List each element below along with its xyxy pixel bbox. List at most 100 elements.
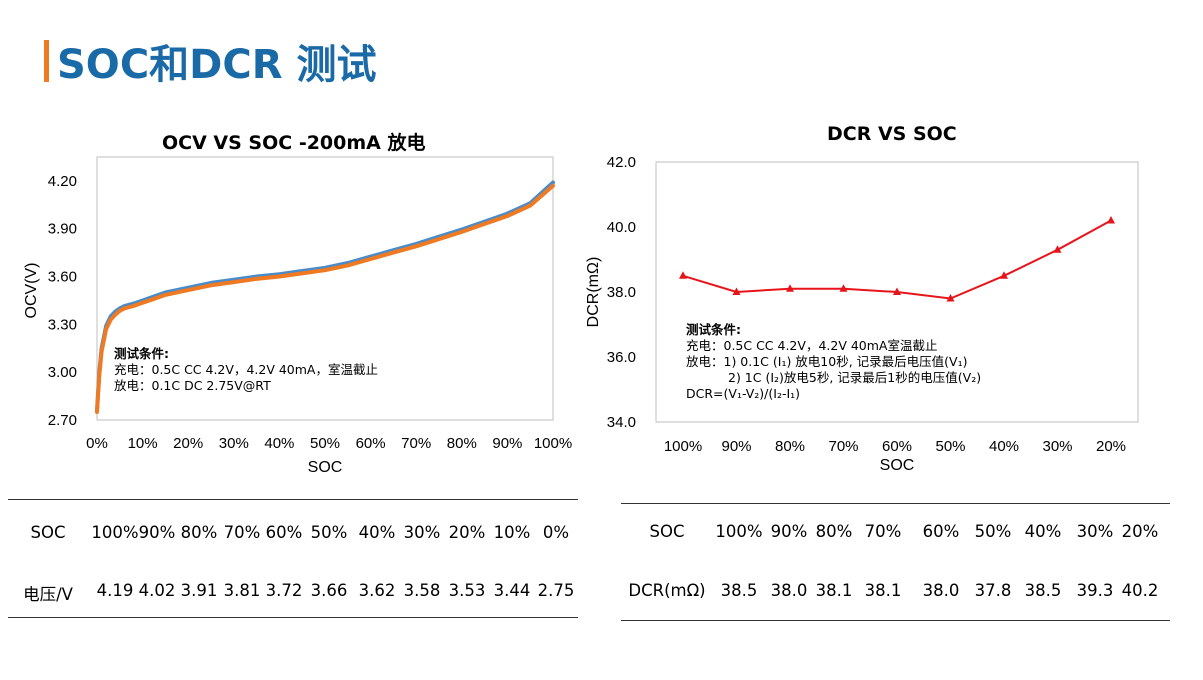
soc-dcr-table: SOC 100% 90% 80% 70% 60% 50% 40% 30% 20% DCR(mΩ) 38… <box>621 503 1170 621</box>
right-table-soc-cell: 40% <box>1024 522 1062 541</box>
ocv-conditions-charge: 充电：0.5C CC 4.2V，4.2V 40mA，室温截止 <box>114 362 378 377</box>
left-table-soc-cell: 40% <box>358 523 396 542</box>
right-table-value-cell: 40.2 <box>1121 581 1159 600</box>
dcr-data-point <box>1053 245 1062 253</box>
right-table-value-cell: 38.5 <box>720 581 758 600</box>
right-table-value-cell: DCR(mΩ) <box>628 581 706 600</box>
right-table-value-cell: 39.3 <box>1076 581 1114 600</box>
right-table-soc-cell: 50% <box>974 522 1012 541</box>
left-table-value-cell: 3.91 <box>180 581 218 600</box>
ocv-test-conditions: 测试条件: 充电：0.5C CC 4.2V，4.2V 40mA，室温截止 放电：… <box>114 346 378 394</box>
dcr-x-tick-label: 20% <box>1096 438 1126 455</box>
left-table-value-cell: 4.19 <box>96 581 134 600</box>
dcr-series-line <box>682 219 1112 300</box>
dcr-x-tick-label: 30% <box>1042 438 1072 455</box>
ocv-x-tick-label: 60% <box>356 435 386 452</box>
right-table-value-cell: 38.1 <box>815 581 853 600</box>
ocv-x-tick-label: 50% <box>310 435 340 452</box>
ocv-y-tick-label: 3.00 <box>48 364 77 381</box>
dcr-conditions-discharge-2: 2) 1C (I₂)放电5秒, 记录最后1秒的电压值(V₂) <box>728 370 982 385</box>
dcr-data-point <box>946 294 955 302</box>
dcr-data-point <box>1000 271 1008 279</box>
left-table-value-cell: 4.02 <box>138 581 176 600</box>
ocv-chart-title: OCV VS SOC -200mA 放电 <box>162 132 426 154</box>
ocv-x-tick-label: 30% <box>219 435 249 452</box>
ocv-x-tick-label: 90% <box>492 435 522 452</box>
dcr-x-axis-label: SOC <box>880 457 915 474</box>
left-table-value-cell: 3.62 <box>358 581 396 600</box>
left-table-value-cell: 3.44 <box>493 581 531 600</box>
right-table-value-cell: 38.1 <box>864 581 902 600</box>
left-table-value-cell: 2.75 <box>537 581 575 600</box>
dcr-conditions-charge: 充电：0.5C CC 4.2V，4.2V 40mA室温截止 <box>686 338 938 353</box>
dcr-test-conditions: 测试条件: 充电：0.5C CC 4.2V，4.2V 40mA室温截止 放电：1… <box>686 322 981 402</box>
dcr-conditions-header: 测试条件: <box>686 322 741 337</box>
ocv-x-tick-label: 80% <box>447 435 477 452</box>
dcr-conditions-formula: DCR=(V₁-V₂)/(I₂-I₁) <box>686 386 801 401</box>
dcr-data-point <box>732 287 741 295</box>
dcr-chart-title: DCR VS SOC <box>827 123 957 145</box>
right-table-value-cell: 38.0 <box>922 581 960 600</box>
left-table-soc-cell: 50% <box>310 523 348 542</box>
page-title: SOC和DCR 测试 <box>57 42 377 88</box>
left-table-soc-cell: SOC <box>30 523 66 542</box>
left-table-soc-cell: 100% <box>91 523 139 542</box>
dcr-y-tick-label: 42.0 <box>607 154 636 171</box>
dcr-x-tick-label: 100% <box>664 438 702 455</box>
dcr-y-axis-label: DCR(mΩ) <box>585 257 602 328</box>
left-table-soc-cell: 90% <box>138 523 176 542</box>
left-table-soc-cell: 70% <box>223 523 261 542</box>
ocv-series-line-1 <box>95 180 555 413</box>
left-table-value-cell: 3.66 <box>310 581 348 600</box>
ocv-y-tick-label: 3.90 <box>48 221 77 238</box>
left-table-soc-cell: 0% <box>542 523 570 542</box>
ocv-y-tick-label: 4.20 <box>48 173 77 190</box>
ocv-plot-area <box>96 156 554 421</box>
ocv-y-tick-label: 2.70 <box>48 412 77 429</box>
dcr-x-tick-label: 70% <box>828 438 858 455</box>
dcr-x-tick-label: 60% <box>882 438 912 455</box>
right-table-soc-cell: 30% <box>1076 522 1114 541</box>
dcr-data-point <box>679 271 687 279</box>
dcr-conditions-discharge-1: 放电：1) 0.1C (I₁) 放电10秒, 记录最后电压值(V₁) <box>686 354 968 369</box>
left-table-soc-cell: 10% <box>493 523 531 542</box>
ocv-series-line-2 <box>95 183 555 414</box>
ocv-x-tick-label: 20% <box>173 435 203 452</box>
left-table-value-cell: 3.72 <box>265 581 303 600</box>
dcr-data-point <box>1107 216 1115 224</box>
left-table-soc-cell: 20% <box>448 523 486 542</box>
ocv-x-tick-label: 40% <box>264 435 294 452</box>
ocv-y-tick-label: 3.60 <box>48 269 77 286</box>
right-table-value-cell: 37.8 <box>974 581 1012 600</box>
dcr-data-point <box>839 284 848 292</box>
left-table-value-cell: 3.58 <box>403 581 441 600</box>
dcr-x-tick-label: 90% <box>721 438 751 455</box>
left-table-soc-cell: 80% <box>180 523 218 542</box>
right-table-soc-cell: 80% <box>815 522 853 541</box>
left-table-value-cell: 电压/V <box>23 585 73 604</box>
right-table-soc-cell: 90% <box>770 522 808 541</box>
dcr-x-tick-label: 50% <box>935 438 965 455</box>
right-table-soc-cell: 100% <box>715 522 763 541</box>
ocv-conditions-header: 测试条件: <box>114 346 169 361</box>
right-table-value-cell: 38.5 <box>1024 581 1062 600</box>
ocv-x-tick-label: 0% <box>86 435 108 452</box>
dcr-x-tick-label: 80% <box>775 438 805 455</box>
ocv-x-axis-label: SOC <box>308 459 343 476</box>
soc-voltage-table: SOC 100% 90% 80% 70% 60% 50% 40% 30% 20% 10% 0% 电压/V… <box>8 499 578 618</box>
dcr-x-tick-label: 40% <box>989 438 1019 455</box>
right-table-soc-cell: 60% <box>922 522 960 541</box>
dcr-plot-area <box>655 161 1139 423</box>
ocv-y-axis-label: OCV(V) <box>23 263 40 319</box>
ocv-x-tick-label: 100% <box>534 435 572 452</box>
dcr-data-point <box>786 284 794 292</box>
right-table-soc-cell: 70% <box>864 522 902 541</box>
ocv-conditions-discharge: 放电：0.1C DC 2.75V@RT <box>114 378 271 393</box>
dcr-y-tick-label: 40.0 <box>607 219 636 236</box>
right-table-value-cell: 38.0 <box>770 581 808 600</box>
dcr-y-tick-label: 36.0 <box>607 349 636 366</box>
ocv-y-tick-label: 3.30 <box>48 316 77 333</box>
right-table-soc-cell: 20% <box>1121 522 1159 541</box>
left-table-soc-cell: 30% <box>403 523 441 542</box>
